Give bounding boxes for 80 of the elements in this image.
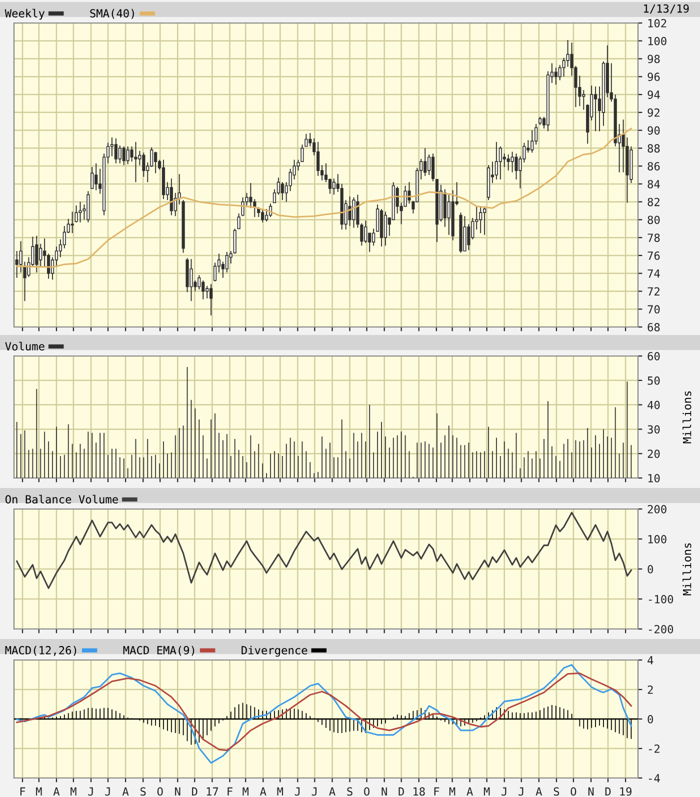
x-tick-label: S	[347, 787, 352, 796]
y-tick-label: 102	[648, 19, 666, 28]
x-tick-label: M	[70, 787, 76, 796]
y-tick-label: 76	[648, 251, 660, 260]
text: 1/13/19	[644, 4, 689, 14]
x-tick-label: M	[449, 787, 456, 796]
x-tick-label: N	[382, 787, 387, 796]
y-tick-label: 88	[648, 144, 660, 153]
x-tick-label: J	[105, 787, 110, 796]
y-tick-label: 10	[648, 474, 660, 482]
x-tick-label: J	[294, 787, 300, 796]
y-tick-label: -200	[648, 625, 674, 634]
x-tick-label: F	[20, 787, 26, 796]
x-tick-label: S	[554, 787, 560, 796]
y-tick-label: 20	[648, 450, 660, 458]
y-tick-label: 0	[648, 715, 653, 724]
y-tick-label: 90	[648, 126, 660, 135]
y-tick-label: 0	[648, 565, 653, 574]
x-tick-label: A	[466, 787, 473, 796]
x-tick-label: 18	[414, 787, 425, 796]
x-tick-label: F	[228, 787, 232, 796]
x-tick-label: O	[570, 787, 576, 796]
y-tick-label: 100	[648, 535, 666, 544]
x-tick-label: A	[329, 787, 336, 796]
x-tick-label: A	[122, 787, 129, 796]
x-tick-label: D	[605, 787, 611, 796]
legend-label: Weekly	[4, 8, 45, 20]
y-tick-label: 72	[648, 287, 660, 296]
y-tick-label: 50	[648, 376, 660, 385]
y-tick-label: 98	[648, 54, 660, 64]
y-tick-label: 2	[648, 686, 653, 694]
y-tick-label: 68	[648, 323, 660, 332]
x-tick-label: A	[53, 787, 60, 796]
y-axis-title: Millions	[682, 391, 692, 444]
y-tick-label: 92	[648, 108, 660, 117]
x-tick-label: J	[518, 787, 524, 796]
x-tick-label: O	[364, 787, 370, 796]
y-tick-label: 40	[648, 400, 660, 410]
y-tick-label: -2	[648, 744, 660, 753]
y-tick-label: 30	[648, 425, 660, 434]
y-tick-label: 100	[648, 36, 666, 46]
x-tick-label: A	[536, 787, 542, 796]
x-tick-label: M	[242, 787, 248, 796]
x-tick-label: J	[88, 787, 93, 796]
legend-label: MACD EMA(9)	[123, 646, 194, 656]
x-tick-label: F	[434, 787, 440, 796]
y-tick-label: -4	[648, 774, 660, 782]
y-tick-label: 96	[648, 72, 660, 82]
x-tick-label: D	[398, 787, 404, 796]
x-tick-label: 19	[620, 787, 632, 796]
x-tick-label: M	[36, 787, 42, 796]
x-tick-label: S	[140, 787, 146, 796]
legend-label: Divergence	[242, 646, 308, 657]
y-tick-label: 60	[648, 352, 660, 360]
x-tick-label: O	[157, 787, 163, 796]
y-tick-label: 200	[648, 505, 666, 514]
x-tick-label: A	[260, 787, 266, 796]
legend-label: SMA(40)	[90, 8, 134, 19]
x-tick-label: J	[312, 787, 317, 796]
x-tick-label: J	[502, 787, 506, 796]
y-axis-title: Millions	[682, 543, 692, 596]
y-tick-label: 78	[648, 234, 660, 242]
x-tick-label: M	[484, 787, 490, 796]
y-tick-label: 70	[648, 305, 660, 314]
x-tick-label: 17	[206, 787, 218, 796]
y-tick-label: -100	[648, 595, 674, 604]
legend-label: MACD(12,26)	[5, 646, 76, 656]
y-tick-label: 82	[648, 198, 660, 206]
x-tick-label: D	[192, 787, 198, 796]
x-tick-label: N	[175, 787, 180, 796]
y-tick-label: 84	[648, 180, 660, 188]
y-tick-label: 4	[648, 656, 654, 664]
x-tick-label: N	[588, 787, 594, 796]
legend-label: On Balance Volume	[5, 494, 118, 504]
y-tick-label: 74	[648, 270, 660, 278]
x-tick-label: M	[277, 787, 283, 796]
y-tick-label: 80	[648, 216, 660, 224]
y-tick-label: 86	[648, 162, 660, 170]
legend-label: Volume	[5, 342, 44, 351]
y-tick-label: 94	[648, 90, 660, 99]
